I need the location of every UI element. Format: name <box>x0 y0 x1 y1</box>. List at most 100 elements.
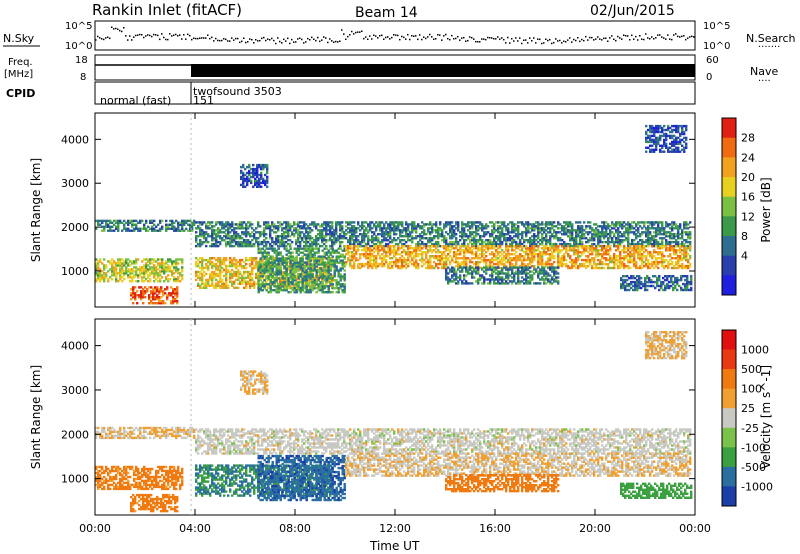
nave-ytick-bottom: 0 <box>706 72 712 83</box>
rti-cell <box>473 231 476 234</box>
rti-cell <box>325 231 328 234</box>
rti-cell <box>245 229 248 232</box>
rti-cell <box>529 240 532 244</box>
rti-cell <box>303 225 306 228</box>
rti-cell <box>347 240 350 244</box>
rti-cell <box>166 294 169 297</box>
rti-cell <box>651 242 654 246</box>
rti-cell <box>349 227 352 230</box>
rti-cell <box>653 242 656 246</box>
rti-cell <box>225 264 228 268</box>
rti-cell <box>445 242 448 246</box>
rti-cell <box>687 240 690 244</box>
nsky-point <box>517 40 519 42</box>
rti-cell <box>269 244 272 248</box>
nsky-point <box>105 37 107 39</box>
rti-cell <box>305 261 308 264</box>
rti-cell <box>477 262 480 266</box>
rti-cell <box>507 227 510 230</box>
rti-cell <box>265 265 268 268</box>
rti-cell <box>499 240 502 244</box>
rti-cell <box>459 231 462 234</box>
rti-cell <box>303 253 306 256</box>
rti-cell <box>501 266 504 270</box>
rti-cell <box>249 286 252 289</box>
rti-cell <box>235 227 238 230</box>
rti-cell <box>639 239 642 242</box>
rti-cell <box>125 268 128 271</box>
rti-cell <box>309 229 312 232</box>
rti-cell <box>399 239 402 242</box>
rti-cell <box>467 237 470 240</box>
rti-cell <box>627 231 630 234</box>
rti-cell <box>485 225 488 228</box>
nsky-point <box>329 38 331 40</box>
rti-cell <box>399 266 402 270</box>
rti-cell <box>419 239 422 242</box>
rti-cell <box>329 291 332 294</box>
rti-cell <box>527 227 530 230</box>
rti-cell <box>679 227 682 230</box>
rti-cell <box>253 257 256 260</box>
nsky-point <box>449 38 451 41</box>
rti-cell <box>539 227 542 230</box>
rti-cell <box>329 235 332 238</box>
rti-cell <box>385 251 388 254</box>
rti-cell <box>599 237 602 240</box>
rti-cell <box>283 259 286 262</box>
rti-cell <box>143 270 146 273</box>
rti-cell <box>295 229 298 232</box>
rti-cell <box>243 276 246 280</box>
rti-cell <box>389 225 392 228</box>
rti-cell <box>147 280 150 283</box>
rti-cell <box>493 223 496 226</box>
rti-cell <box>397 260 400 264</box>
rti-cell <box>429 262 432 266</box>
rti-cell <box>265 233 268 236</box>
rti-cell <box>565 244 568 248</box>
rti-cell <box>231 272 234 276</box>
rti-cell <box>471 245 474 248</box>
rti-cell <box>159 258 162 261</box>
rti-cell <box>359 245 362 248</box>
rti-cell <box>287 221 290 224</box>
rti-cell <box>273 225 276 228</box>
rti-cell <box>207 235 210 238</box>
rti-cell <box>361 240 364 244</box>
rti-cell <box>329 233 332 236</box>
rti-cell <box>273 271 276 274</box>
rti-cell <box>651 227 654 230</box>
nsky-point <box>349 34 351 36</box>
rti-cell <box>427 237 430 240</box>
rti-cell <box>201 268 204 272</box>
rti-cell <box>661 227 664 230</box>
rti-cell <box>273 242 276 246</box>
rti-cell <box>158 292 161 295</box>
rti-cell <box>521 262 524 266</box>
rti-cell <box>401 231 404 234</box>
nsky-point <box>537 38 539 40</box>
rti-cell <box>335 259 338 262</box>
rti-cell <box>641 231 644 234</box>
rti-cell <box>477 247 480 250</box>
rti-cell <box>325 235 328 238</box>
rti-cell <box>669 227 672 230</box>
rti-cell <box>377 251 380 254</box>
rti-cell <box>251 266 254 270</box>
rti-cell <box>293 261 296 264</box>
rti-cell <box>335 249 338 252</box>
rti-cell <box>175 270 178 273</box>
rti-cell <box>401 235 404 238</box>
rti-cell <box>333 287 336 290</box>
rti-cell <box>375 262 378 266</box>
rti-cell <box>351 225 354 228</box>
rti-cell <box>195 262 198 266</box>
rti-cell <box>493 262 496 266</box>
rti-cell <box>159 219 162 223</box>
rti-cell <box>193 221 196 224</box>
rti-cell <box>181 274 184 277</box>
rti-cell <box>175 229 178 232</box>
rti-cell <box>193 223 196 226</box>
rti-cell <box>148 302 151 305</box>
rti-cell <box>249 223 252 226</box>
